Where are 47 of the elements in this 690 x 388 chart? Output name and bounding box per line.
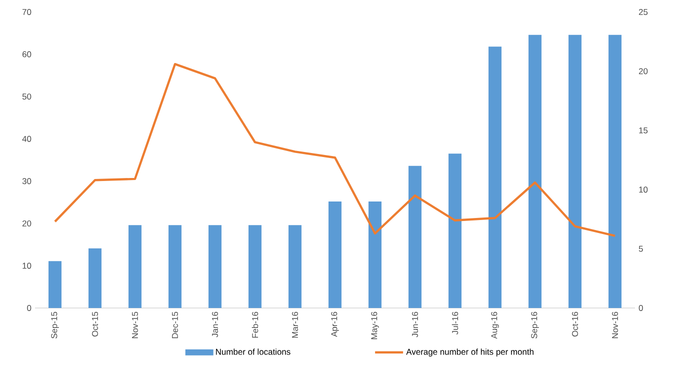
x-tick-label: Sep-16 (531, 312, 539, 338)
x-tick-label: Apr-16 (331, 312, 339, 337)
bar (488, 46, 502, 308)
bar (288, 225, 302, 308)
bar (608, 34, 622, 308)
y2-tick-label: 5 (638, 246, 643, 252)
x-tick-label: Mar-16 (292, 312, 298, 338)
bar (448, 154, 462, 308)
line-series (54, 63, 616, 237)
bar (208, 225, 222, 308)
y-tick-label: 0 (27, 305, 32, 311)
bar (568, 34, 582, 308)
bar (408, 166, 422, 308)
bar (168, 225, 182, 308)
bar (48, 261, 62, 308)
bar (128, 225, 142, 308)
legend-label: Number of locations (216, 348, 290, 355)
x-tick-label: Jan-16 (212, 312, 218, 338)
bar (328, 201, 342, 308)
y2-tick-label: 15 (639, 127, 648, 134)
y-tick-label: 10 (22, 262, 32, 269)
x-tick-label: Jul-16 (452, 312, 458, 334)
y-tick-label: 50 (22, 94, 32, 100)
y-tick-label: 60 (22, 51, 32, 58)
y2-tick-label: 25 (638, 9, 648, 15)
x-tick-label: Nov-15 (132, 312, 138, 338)
x-tick-label: Dec-15 (172, 312, 178, 338)
bar (528, 34, 542, 308)
legend-label: Average number of hits per month (406, 348, 534, 356)
bar (368, 201, 382, 308)
x-tick-label: Feb-16 (252, 312, 258, 338)
x-tick-label: Aug-16 (491, 312, 499, 339)
x-tick-label: Nov-16 (612, 312, 618, 338)
bar (88, 248, 102, 308)
y-tick-label: 30 (22, 178, 32, 184)
y-tick-label: 70 (22, 9, 32, 15)
x-tick-label: May-16 (371, 312, 379, 340)
x-tick-label: Sep-15 (51, 312, 59, 338)
y2-tick-label: 20 (638, 68, 648, 74)
y2-tick-label: 0 (638, 305, 643, 311)
x-tick-label: Oct-16 (572, 312, 578, 337)
x-tick-label: Jun-16 (412, 312, 418, 338)
y-tick-label: 20 (22, 220, 32, 226)
x-tick-label: Oct-15 (92, 312, 98, 337)
y-tick-label: 40 (22, 136, 32, 142)
y2-tick-label: 10 (639, 186, 648, 193)
bar (248, 225, 262, 308)
